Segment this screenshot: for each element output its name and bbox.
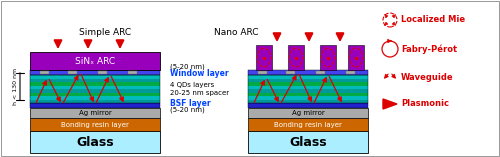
Text: Fabry-Pérot: Fabry-Pérot [401,44,457,54]
Bar [30,131,160,153]
Bar [248,92,368,96]
Text: SiNₓ ARC: SiNₓ ARC [75,57,115,65]
Bar [30,103,160,108]
Text: 20-25 nm spacer: 20-25 nm spacer [170,90,229,96]
Bar [248,82,368,86]
Bar [30,75,160,103]
Bar [320,45,336,70]
Text: Simple ARC: Simple ARC [79,28,131,37]
Bar [128,71,137,74]
Bar [30,75,160,78]
Bar [248,70,368,75]
Bar [248,96,368,100]
Bar [248,131,368,153]
Bar [30,96,160,100]
Bar [248,75,368,78]
Bar [256,45,272,70]
Text: Window layer: Window layer [170,68,228,78]
Bar [258,71,267,74]
Bar [30,78,160,82]
Text: Waveguide: Waveguide [401,73,454,81]
Bar [98,71,107,74]
Bar [248,75,368,103]
Bar [30,82,160,86]
Text: (5-20 nm): (5-20 nm) [170,64,205,70]
Bar [30,118,160,131]
Text: 4 QDs layers: 4 QDs layers [170,82,214,88]
Text: Plasmonic: Plasmonic [401,100,449,108]
Bar [30,86,160,89]
Text: (5-20 nm): (5-20 nm) [170,106,205,113]
Bar [248,100,368,103]
Bar [30,92,160,96]
Bar [346,71,355,74]
Text: Glass: Glass [289,135,327,149]
Bar [248,78,368,82]
Bar [248,86,368,89]
Bar [348,45,364,70]
Bar [286,71,295,74]
Bar [288,45,304,70]
Polygon shape [383,99,397,109]
Text: BSF layer: BSF layer [170,100,210,108]
Bar [40,71,49,74]
Bar [30,108,160,118]
Text: Ag mirror: Ag mirror [78,110,112,116]
Text: Nano ARC: Nano ARC [214,28,258,37]
Text: Glass: Glass [76,135,114,149]
Text: Bonding resin layer: Bonding resin layer [61,122,129,127]
Bar [248,118,368,131]
Bar [68,71,77,74]
Bar [248,89,368,92]
Bar [30,100,160,103]
Bar [316,71,325,74]
Text: Ag mirror: Ag mirror [292,110,324,116]
Bar [30,52,160,70]
Bar [248,108,368,118]
Bar [248,103,368,108]
Bar [30,89,160,92]
Text: h < 130 nm: h < 130 nm [13,68,18,105]
Text: Localized Mie: Localized Mie [401,16,465,24]
Text: Bonding resin layer: Bonding resin layer [274,122,342,127]
Bar [30,70,160,75]
